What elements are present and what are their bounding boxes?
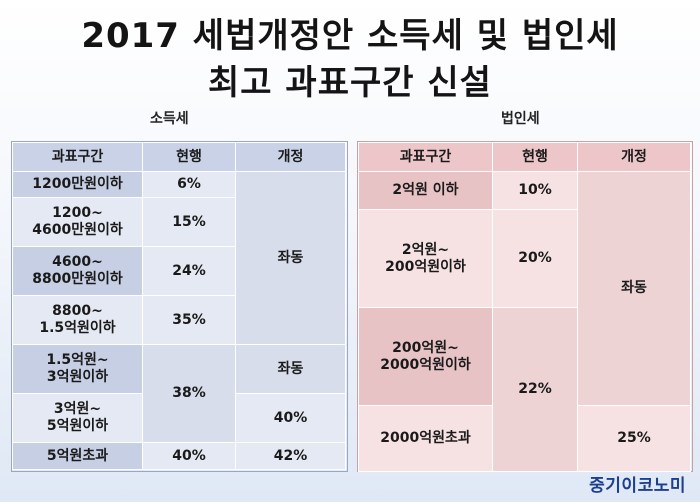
bracket-text: 1200~ 4600만원이하 — [32, 205, 123, 238]
current-rate-cell: 15% — [142, 197, 236, 247]
page-subtitle: 최고 과표구간 신설 — [208, 63, 492, 103]
bracket-cell: 2억원~ 200억원이하 — [358, 209, 493, 308]
table-row: 1200~ 4600만원이하 15% — [12, 197, 346, 247]
current-rate-cell: 40% — [142, 442, 236, 470]
table-row: 2억원 이하 10% 좌동 — [358, 171, 691, 406]
bracket-cell: 5억원초과 — [12, 442, 143, 470]
current-rate-cell: 6% — [142, 171, 236, 198]
corporate-tax-table: 과표구간 현행 개정 2억원 이하 10% 좌동 2억원~ 200억원이하 20… — [358, 142, 691, 472]
table-row: 8800~ 1.5억원이하 35% — [12, 295, 346, 345]
revised-rate-cell: 좌동 — [235, 171, 346, 345]
bracket-text: 1.5억원~ 3억원이하 — [46, 352, 109, 385]
bracket-cell: 200억원~ 2000억원이하 — [358, 307, 493, 406]
bracket-cell: 2억원 이하 — [358, 171, 493, 210]
table-row: 5억원초과 40% 42% — [12, 442, 346, 470]
corporate-tax-label: 법인세 — [501, 111, 540, 127]
revised-rate-cell: 42% — [235, 442, 346, 470]
current-rate-cell: 10% — [492, 171, 578, 210]
table-row: 1.5억원~ 3억원이하 38% 좌동 — [12, 344, 346, 443]
current-rate-cell: 20% — [492, 209, 578, 308]
revised-rate-cell: 25% — [577, 405, 691, 472]
bracket-text: 200억원~ 2000억원이하 — [380, 339, 471, 373]
table-header-row: 과표구간 현행 개정 — [358, 142, 691, 172]
bracket-cell: 3억원~ 5억원이하 — [12, 393, 143, 443]
revised-rate-cell: 좌동 — [235, 344, 346, 394]
income-table-frame — [11, 141, 348, 472]
header-bracket: 과표구간 — [358, 142, 493, 172]
table-row: 3억원~ 5억원이하 40% — [12, 393, 346, 443]
bracket-cell: 2000억원초과 — [358, 405, 493, 472]
header-bracket: 과표구간 — [12, 142, 143, 172]
bracket-cell: 4600~ 8800만원이하 — [12, 246, 143, 296]
corporate-table-frame — [357, 141, 693, 472]
current-rate-cell: 35% — [142, 295, 236, 345]
table-row: 2억원~ 200억원이하 20% — [358, 209, 691, 308]
table-row: 4600~ 8800만원이하 24% — [12, 246, 346, 296]
bracket-text: 3억원~ 5억원이하 — [46, 401, 109, 434]
revised-rate-cell: 40% — [235, 393, 346, 443]
bracket-text: 2억원~ 200억원이하 — [385, 241, 466, 275]
current-rate-cell: 24% — [142, 246, 236, 296]
bracket-cell: 1200~ 4600만원이하 — [12, 197, 143, 247]
table-row: 200억원~ 2000억원이하 22% — [358, 307, 691, 472]
bracket-cell: 1.5억원~ 3억원이하 — [12, 344, 143, 394]
header-revised: 개정 — [577, 142, 691, 172]
table-row: 2000억원초과 25% — [358, 405, 691, 472]
table-row: 1200만원이하 6% 좌동 — [12, 171, 346, 345]
header-current: 현행 — [142, 142, 236, 172]
bracket-cell: 8800~ 1.5억원이하 — [12, 295, 143, 345]
current-rate-cell: 22% — [492, 307, 578, 472]
revised-rate-cell: 좌동 — [577, 171, 691, 406]
bracket-cell: 1200만원이하 — [12, 171, 143, 198]
bracket-text: 8800~ 1.5억원이하 — [39, 303, 116, 336]
income-tax-label: 소득세 — [150, 111, 189, 127]
current-rate-cell: 38% — [142, 344, 236, 443]
header-current: 현행 — [492, 142, 578, 172]
bracket-text: 4600~ 8800만원이하 — [32, 254, 123, 287]
table-header-row: 과표구간 현행 개정 — [12, 142, 346, 172]
page-title: 2017 세법개정안 소득세 및 법인세 — [81, 16, 619, 56]
header-revised: 개정 — [235, 142, 346, 172]
brand-logo-text: 중기이코노미 — [589, 476, 686, 496]
income-tax-table: 과표구간 현행 개정 1200만원이하 6% 좌동 1200~ 4600만원이하… — [12, 142, 346, 470]
